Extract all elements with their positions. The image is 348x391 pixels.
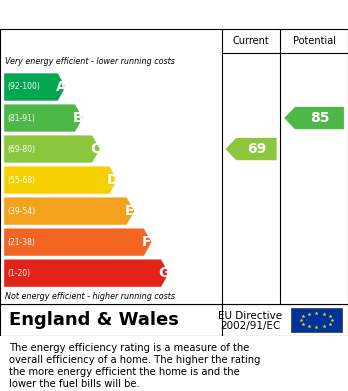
Text: B: B xyxy=(73,111,84,125)
Text: 85: 85 xyxy=(310,111,329,125)
Polygon shape xyxy=(4,260,169,287)
Text: the more energy efficient the home is and the: the more energy efficient the home is an… xyxy=(9,367,239,377)
Text: E: E xyxy=(125,204,134,218)
Bar xyxy=(291,308,342,332)
Polygon shape xyxy=(4,74,65,100)
Text: (81-91): (81-91) xyxy=(7,113,35,122)
Text: The energy efficiency rating is a measure of the: The energy efficiency rating is a measur… xyxy=(9,343,249,353)
Polygon shape xyxy=(4,135,100,163)
Text: England & Wales: England & Wales xyxy=(9,311,179,329)
Text: Not energy efficient - higher running costs: Not energy efficient - higher running co… xyxy=(5,292,175,301)
Polygon shape xyxy=(226,138,277,160)
Text: Energy Efficiency Rating: Energy Efficiency Rating xyxy=(9,7,230,22)
Text: G: G xyxy=(158,266,170,280)
Text: C: C xyxy=(90,142,101,156)
Text: Current: Current xyxy=(233,36,269,46)
Polygon shape xyxy=(4,167,117,194)
Text: 69: 69 xyxy=(247,142,266,156)
Text: (39-54): (39-54) xyxy=(7,206,35,215)
Text: overall efficiency of a home. The higher the rating: overall efficiency of a home. The higher… xyxy=(9,355,260,365)
Text: (55-68): (55-68) xyxy=(7,176,35,185)
Text: (21-38): (21-38) xyxy=(7,238,35,247)
Text: 2002/91/EC: 2002/91/EC xyxy=(220,321,280,331)
Polygon shape xyxy=(284,107,344,129)
Text: D: D xyxy=(107,173,118,187)
Text: (1-20): (1-20) xyxy=(7,269,30,278)
Text: (69-80): (69-80) xyxy=(7,145,35,154)
Polygon shape xyxy=(4,104,83,132)
Text: (92-100): (92-100) xyxy=(7,83,40,91)
Text: F: F xyxy=(142,235,152,249)
Text: Potential: Potential xyxy=(293,36,335,46)
Text: A: A xyxy=(55,80,66,94)
Polygon shape xyxy=(4,228,151,256)
Text: EU Directive: EU Directive xyxy=(218,311,282,321)
Text: lower the fuel bills will be.: lower the fuel bills will be. xyxy=(9,379,140,389)
Text: Very energy efficient - lower running costs: Very energy efficient - lower running co… xyxy=(5,57,175,66)
Polygon shape xyxy=(4,197,134,225)
